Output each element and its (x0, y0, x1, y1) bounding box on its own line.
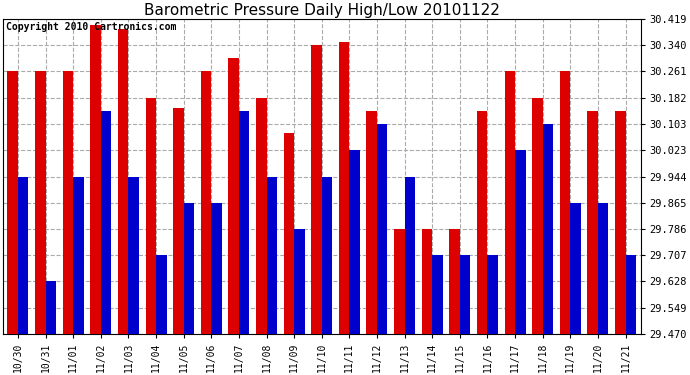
Bar (156, 255, 166, 334)
Bar (570, 203, 581, 334)
Bar (8, 71, 18, 334)
Bar (366, 111, 377, 334)
Bar (339, 42, 349, 334)
Bar (394, 229, 404, 334)
Bar (228, 58, 239, 334)
Bar (560, 71, 570, 334)
Bar (422, 229, 432, 334)
Bar (201, 71, 211, 334)
Bar (487, 255, 498, 334)
Bar (266, 177, 277, 334)
Text: Copyright 2010 Cartronics.com: Copyright 2010 Cartronics.com (6, 22, 177, 32)
Bar (73, 177, 83, 334)
Bar (211, 203, 221, 334)
Bar (349, 150, 360, 334)
Bar (101, 111, 111, 334)
Bar (35, 71, 46, 334)
Bar (63, 71, 73, 334)
Bar (294, 229, 304, 334)
Bar (449, 229, 460, 334)
Title: Barometric Pressure Daily High/Low 20101122: Barometric Pressure Daily High/Low 20101… (144, 3, 500, 18)
Bar (256, 98, 266, 334)
Bar (311, 45, 322, 334)
Bar (377, 124, 388, 334)
Bar (615, 111, 626, 334)
Bar (239, 111, 249, 334)
Bar (18, 177, 28, 334)
Bar (118, 28, 128, 334)
Bar (284, 133, 294, 334)
Bar (173, 108, 184, 334)
Bar (460, 255, 471, 334)
Bar (532, 98, 542, 334)
Bar (598, 203, 609, 334)
Bar (587, 111, 598, 334)
Bar (404, 177, 415, 334)
Bar (184, 203, 194, 334)
Bar (46, 281, 56, 334)
Bar (542, 124, 553, 334)
Bar (626, 255, 636, 334)
Bar (146, 98, 156, 334)
Bar (515, 150, 526, 334)
Bar (504, 71, 515, 334)
Bar (432, 255, 443, 334)
Bar (477, 111, 487, 334)
Bar (322, 177, 332, 334)
Bar (128, 177, 139, 334)
Bar (90, 25, 101, 334)
